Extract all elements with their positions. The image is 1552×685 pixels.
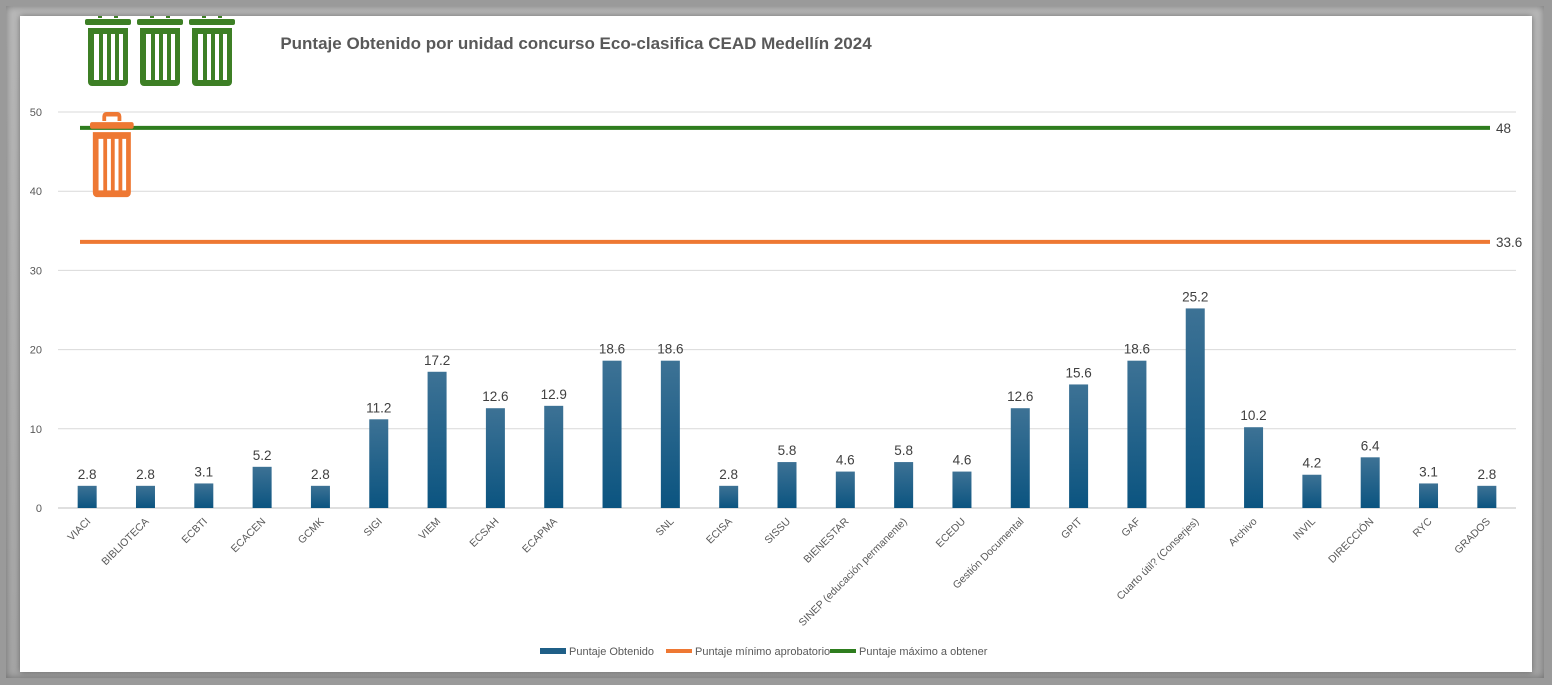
trash-can-icon	[189, 16, 235, 86]
bar	[1302, 474, 1322, 508]
data-label: 12.6	[1007, 389, 1033, 404]
data-label: 15.6	[1065, 365, 1091, 380]
legend-entry: Puntaje máximo a obtener	[859, 646, 988, 658]
trash-can-icon	[137, 16, 183, 86]
data-label: 2.8	[311, 467, 330, 482]
x-tick-label: GCMK	[296, 516, 327, 547]
data-label: 2.8	[1477, 467, 1496, 482]
trash-icons	[85, 16, 235, 198]
bar	[1244, 427, 1264, 508]
data-label: 5.8	[894, 443, 913, 458]
bar	[894, 462, 914, 508]
y-tick-label: 40	[30, 186, 42, 198]
grid-lines	[58, 111, 1516, 509]
data-label: 4.2	[1302, 456, 1321, 471]
chart-card: Puntaje Obtenido por unidad concurso Eco…	[20, 16, 1532, 672]
x-tick-label: ECACEN	[229, 516, 268, 555]
x-tick-label: RYC	[1411, 515, 1435, 539]
bar	[77, 485, 97, 508]
data-label: 2.8	[78, 467, 97, 482]
bar	[1127, 360, 1147, 508]
reference-line-label: 48	[1496, 121, 1511, 136]
data-label: 5.8	[778, 443, 797, 458]
x-tick-label: BIBLIOTECA	[99, 516, 151, 568]
y-tick-label: 50	[30, 107, 42, 119]
x-tick-label: VIACI	[65, 516, 93, 544]
data-label: 5.2	[253, 448, 272, 463]
x-tick-label: SNL	[654, 516, 677, 539]
reference-line-label: 33.6	[1496, 235, 1522, 250]
x-tick-label: VIEM	[417, 516, 444, 543]
x-tick-label: GAF	[1119, 516, 1143, 540]
bar	[777, 462, 797, 508]
x-tick-label: SISSU	[762, 516, 793, 547]
data-label: 2.8	[719, 467, 738, 482]
y-tick-label: 30	[30, 265, 42, 277]
legend-entry: Puntaje Obtenido	[569, 646, 654, 658]
x-tick-label: SINEP (educación permanente)	[797, 516, 910, 629]
bar	[194, 483, 214, 508]
x-tick-label: BIENESTAR	[801, 515, 851, 565]
data-label: 2.8	[136, 467, 155, 482]
reference-lines: 33.6 48	[80, 121, 1522, 250]
x-tick-label: SIGI	[362, 516, 385, 539]
x-tick-label: GRADOS	[1452, 516, 1493, 557]
data-label: 18.6	[599, 342, 625, 357]
bar	[660, 360, 680, 508]
bar	[252, 466, 272, 508]
data-label: 25.2	[1182, 289, 1208, 304]
bar	[952, 471, 972, 508]
y-axis: 0 10 20 30 40 50	[30, 107, 42, 515]
x-tick-label: ECAPMA	[520, 516, 560, 556]
bar	[544, 405, 564, 508]
legend-entry: Puntaje mínimo aprobatorio	[695, 646, 830, 658]
bar	[1069, 384, 1089, 508]
y-tick-label: 20	[30, 345, 42, 357]
data-label: 3.1	[194, 464, 213, 479]
bar	[485, 408, 505, 508]
bar	[1185, 308, 1205, 508]
data-label: 4.6	[953, 453, 972, 468]
chart-title: Puntaje Obtenido por unidad concurso Eco…	[280, 34, 872, 53]
y-tick-label: 10	[30, 424, 42, 436]
data-label: 18.6	[657, 342, 683, 357]
x-tick-label: INVIL	[1291, 516, 1318, 543]
data-label: 3.1	[1419, 464, 1438, 479]
x-axis: VIACI BIBLIOTECA ECBTI ECACEN GCMK SIGI VIEM EC…	[65, 515, 1493, 629]
bar	[369, 419, 389, 508]
data-label: 12.6	[482, 389, 508, 404]
bars: 2.8 2.8 3.1 5.2 2.8 11.2 17.2 12.6 12.9 18.6 18.6 2…	[77, 289, 1497, 508]
data-label: 12.9	[541, 387, 567, 402]
trash-can-icon	[90, 112, 134, 198]
bar	[1360, 457, 1380, 508]
y-tick-label: 0	[36, 503, 42, 515]
bar	[1010, 408, 1030, 508]
data-label: 18.6	[1124, 342, 1150, 357]
bar	[602, 360, 622, 508]
bar	[135, 485, 155, 508]
bar	[310, 485, 330, 508]
data-label: 10.2	[1240, 408, 1266, 423]
bar	[1477, 485, 1497, 508]
x-tick-label: ECISA	[704, 516, 735, 547]
legend: Puntaje Obtenido Puntaje mínimo aprobator…	[540, 646, 988, 658]
bar	[835, 471, 855, 508]
legend-swatch	[540, 648, 566, 654]
data-label: 17.2	[424, 353, 450, 368]
x-tick-label: Archivo	[1226, 516, 1259, 549]
bar-chart: Puntaje Obtenido por unidad concurso Eco…	[30, 16, 1522, 658]
trash-can-icon	[85, 16, 131, 86]
data-label: 11.2	[366, 400, 391, 415]
x-tick-label: ECEDU	[934, 516, 968, 550]
bar	[427, 371, 447, 508]
x-tick-label: ECBTI	[180, 516, 210, 546]
data-label: 6.4	[1361, 438, 1380, 453]
x-tick-label: DIRECCIÓN	[1325, 515, 1376, 566]
x-tick-label: GPIT	[1059, 515, 1085, 541]
data-label: 4.6	[836, 453, 855, 468]
x-tick-label: ECSAH	[467, 516, 501, 550]
bar	[1419, 483, 1439, 508]
bar	[719, 485, 739, 508]
